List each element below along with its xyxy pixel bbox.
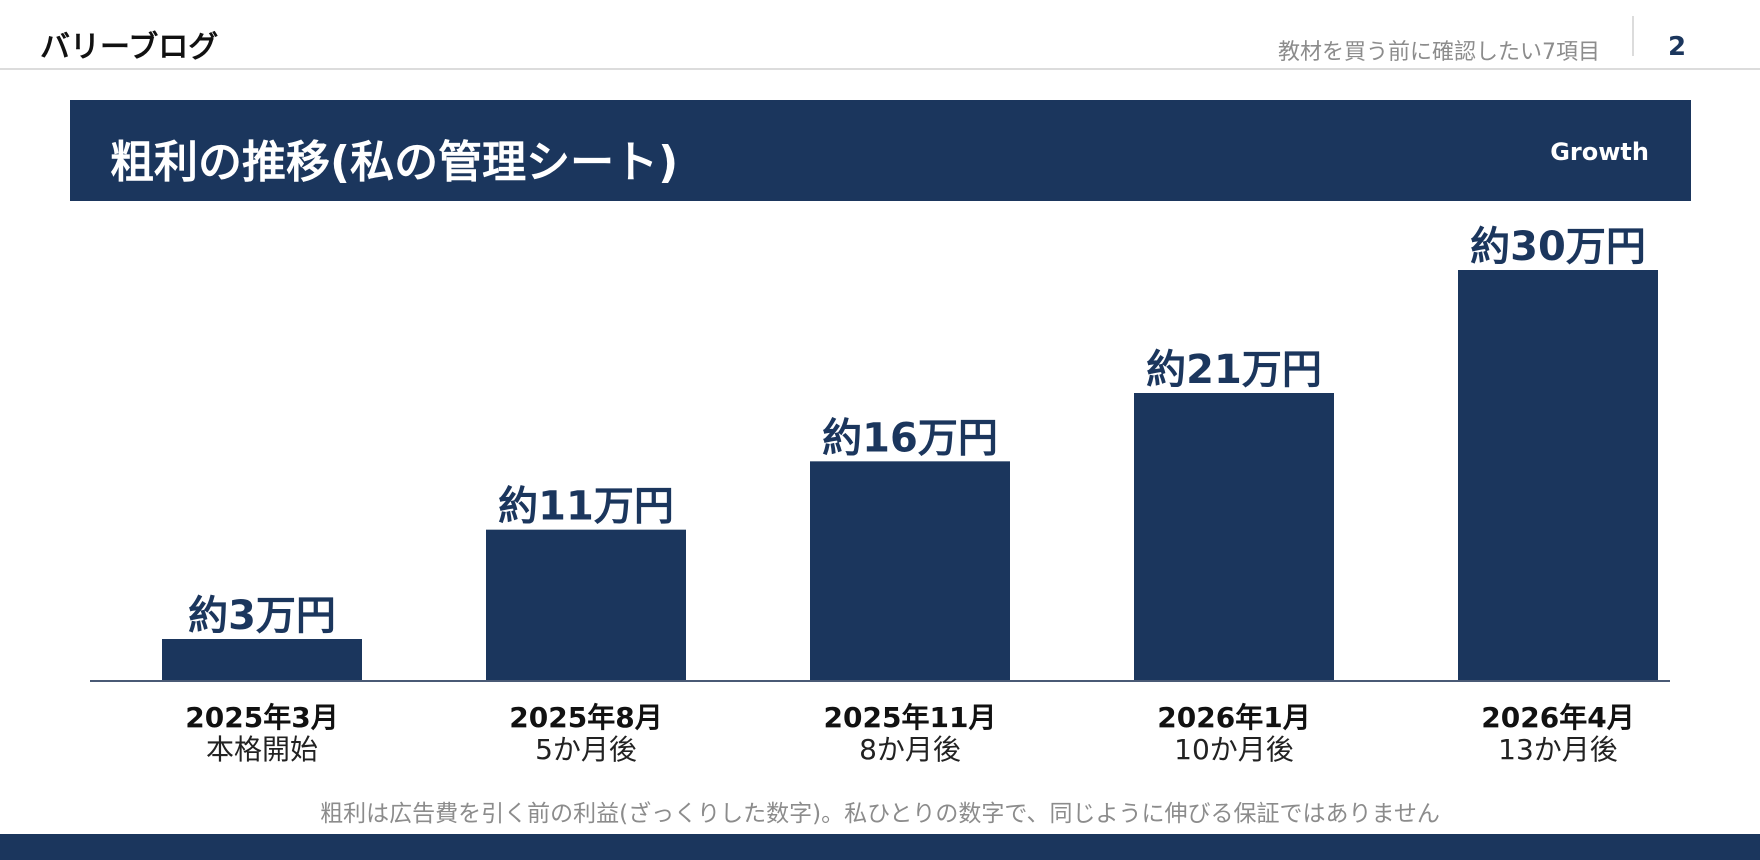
bar-value-label: 約30万円 [1470,224,1646,270]
x-tick-label: 2025年11月 [824,701,997,734]
x-tick-sublabel: 本格開始 [206,733,318,766]
title-banner: 粗利の推移(私の管理シート) Growth [70,100,1691,201]
bar [1458,270,1658,680]
document-title: 教材を買う前に確認したい7項目 [1278,40,1600,65]
bar [162,639,362,680]
bar [1134,393,1334,680]
x-tick-sublabel: 8か月後 [859,733,961,766]
x-tick-sublabel: 10か月後 [1174,733,1294,766]
section-tag: Growth [1550,138,1649,166]
bar-value-label: 約11万円 [498,484,674,530]
bar [810,461,1010,680]
x-tick-label: 2025年3月 [185,701,338,734]
footnote: 粗利は広告費を引く前の利益(ざっくりした数字)。私ひとりの数字で、同じように伸び… [320,801,1440,827]
x-tick-label: 2026年1月 [1157,701,1310,734]
x-tick-sublabel: 13か月後 [1498,733,1618,766]
bar-value-label: 約21万円 [1146,347,1322,393]
header-divider [1632,16,1634,56]
x-tick-label: 2026年4月 [1481,701,1634,734]
x-tick-sublabel: 5か月後 [535,733,637,766]
bar-value-label: 約3万円 [188,593,336,639]
x-tick-label: 2025年8月 [509,701,662,734]
footer-band [0,834,1760,860]
brand-name: バリーブログ [40,30,219,65]
bar-value-label: 約16万円 [822,415,998,461]
bar [486,529,686,680]
top-bar: バリーブログ 教材を買う前に確認したい7項目 2 [0,0,1760,70]
page-number: 2 [1667,32,1687,62]
slide-title: 粗利の推移(私の管理シート) [110,137,679,188]
